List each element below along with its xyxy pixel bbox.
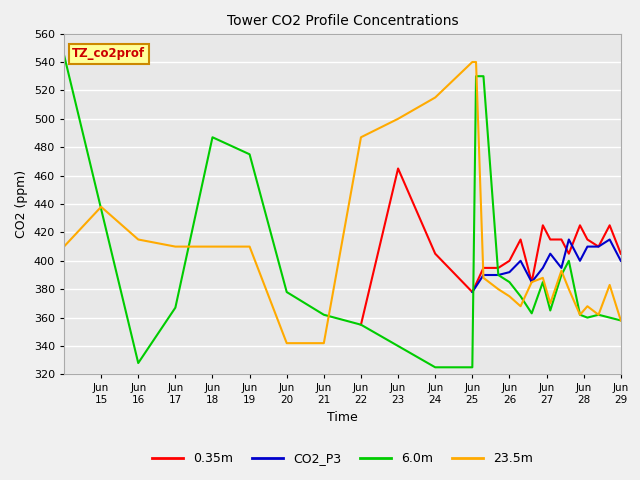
CO2_P3 xyxy=(479,272,487,278)
6.0m xyxy=(617,318,625,324)
CO2_P3 xyxy=(565,237,573,242)
Line: 6.0m: 6.0m xyxy=(64,55,621,367)
6.0m xyxy=(506,279,513,285)
23.5m xyxy=(547,300,554,306)
23.5m xyxy=(479,275,487,281)
23.5m xyxy=(516,303,524,309)
0.35m xyxy=(617,251,625,257)
0.35m xyxy=(394,166,402,171)
23.5m xyxy=(246,244,253,250)
23.5m xyxy=(557,268,565,274)
6.0m xyxy=(595,312,602,318)
0.35m xyxy=(516,237,524,242)
CO2_P3 xyxy=(617,258,625,264)
CO2_P3 xyxy=(606,237,614,242)
0.35m xyxy=(547,237,554,242)
CO2_P3 xyxy=(595,244,602,250)
CO2_P3 xyxy=(495,272,502,278)
23.5m xyxy=(60,244,68,250)
23.5m xyxy=(283,340,291,346)
0.35m xyxy=(557,237,565,242)
0.35m xyxy=(479,265,487,271)
Line: 23.5m: 23.5m xyxy=(64,62,621,343)
CO2_P3 xyxy=(506,269,513,275)
CO2_P3 xyxy=(584,244,591,250)
23.5m xyxy=(506,293,513,299)
23.5m xyxy=(472,59,480,65)
CO2_P3 xyxy=(547,251,554,257)
Legend: 0.35m, CO2_P3, 6.0m, 23.5m: 0.35m, CO2_P3, 6.0m, 23.5m xyxy=(147,447,538,470)
6.0m xyxy=(357,322,365,327)
Line: CO2_P3: CO2_P3 xyxy=(472,240,621,292)
6.0m xyxy=(557,272,565,278)
6.0m xyxy=(283,289,291,295)
CO2_P3 xyxy=(539,265,547,271)
23.5m xyxy=(584,303,591,309)
23.5m xyxy=(431,95,439,100)
6.0m xyxy=(516,293,524,299)
23.5m xyxy=(320,340,328,346)
23.5m xyxy=(528,279,536,285)
23.5m xyxy=(172,244,179,250)
6.0m xyxy=(320,312,328,318)
6.0m xyxy=(547,308,554,313)
0.35m xyxy=(565,251,573,257)
23.5m xyxy=(617,318,625,324)
0.35m xyxy=(357,322,365,327)
X-axis label: Time: Time xyxy=(327,410,358,423)
CO2_P3 xyxy=(468,289,476,295)
6.0m xyxy=(60,52,68,58)
Y-axis label: CO2 (ppm): CO2 (ppm) xyxy=(15,170,28,238)
6.0m xyxy=(472,73,480,79)
23.5m xyxy=(468,59,476,65)
0.35m xyxy=(595,244,602,250)
CO2_P3 xyxy=(557,265,565,271)
6.0m xyxy=(172,305,179,311)
6.0m xyxy=(246,151,253,157)
6.0m xyxy=(576,312,584,318)
6.0m xyxy=(528,311,536,316)
Text: TZ_co2prof: TZ_co2prof xyxy=(72,48,145,60)
23.5m xyxy=(539,275,547,281)
0.35m xyxy=(576,222,584,228)
6.0m xyxy=(468,364,476,370)
0.35m xyxy=(539,222,547,228)
23.5m xyxy=(565,286,573,292)
23.5m xyxy=(357,134,365,140)
23.5m xyxy=(576,312,584,318)
23.5m xyxy=(495,286,502,292)
CO2_P3 xyxy=(516,258,524,264)
0.35m xyxy=(431,251,439,257)
6.0m xyxy=(394,343,402,349)
6.0m xyxy=(134,360,142,366)
23.5m xyxy=(134,237,142,242)
0.35m xyxy=(528,279,536,285)
6.0m xyxy=(431,364,439,370)
23.5m xyxy=(394,116,402,121)
6.0m xyxy=(565,258,573,264)
23.5m xyxy=(209,244,216,250)
23.5m xyxy=(97,204,105,210)
6.0m xyxy=(584,315,591,321)
0.35m xyxy=(495,265,502,271)
6.0m xyxy=(495,272,502,278)
Title: Tower CO2 Profile Concentrations: Tower CO2 Profile Concentrations xyxy=(227,14,458,28)
CO2_P3 xyxy=(528,279,536,285)
0.35m xyxy=(606,222,614,228)
6.0m xyxy=(539,279,547,285)
6.0m xyxy=(606,315,614,321)
6.0m xyxy=(209,134,216,140)
6.0m xyxy=(479,73,487,79)
23.5m xyxy=(595,312,602,318)
0.35m xyxy=(584,237,591,242)
CO2_P3 xyxy=(576,258,584,264)
Line: 0.35m: 0.35m xyxy=(361,168,621,324)
0.35m xyxy=(506,258,513,264)
23.5m xyxy=(606,282,614,288)
0.35m xyxy=(468,289,476,295)
